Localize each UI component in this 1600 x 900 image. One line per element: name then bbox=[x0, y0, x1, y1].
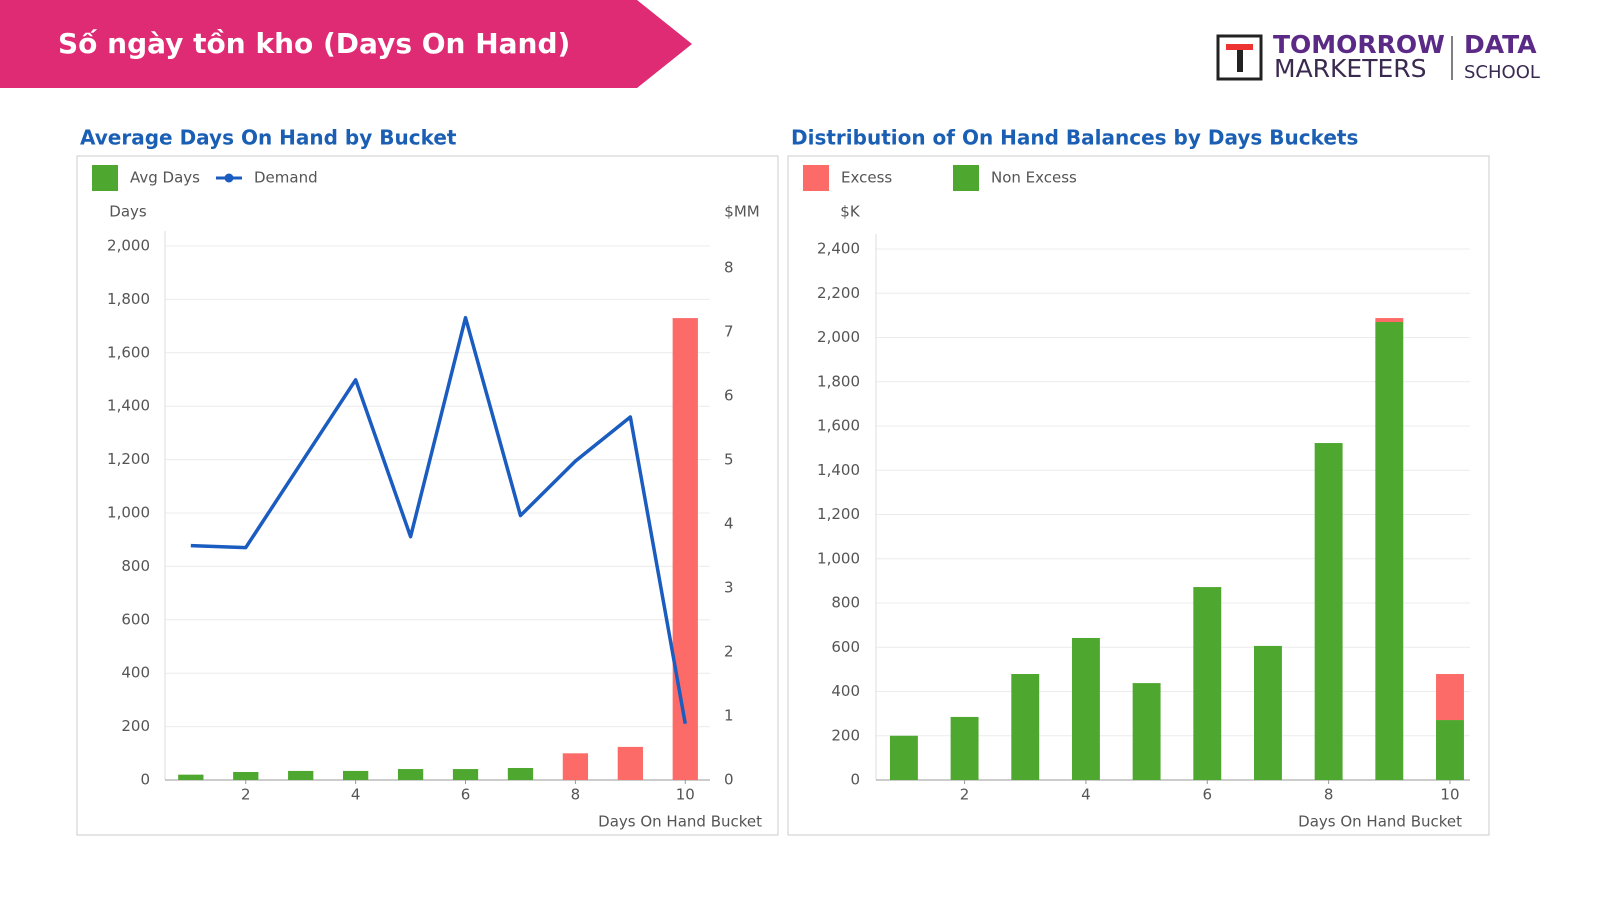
x-tick-label: 6 bbox=[1203, 786, 1213, 804]
x-tick-label: 6 bbox=[461, 786, 471, 804]
bar bbox=[233, 771, 259, 780]
y-tick-label: 1,400 bbox=[107, 397, 150, 415]
y-tick-label: 800 bbox=[121, 557, 150, 575]
y-tick-label: 2,000 bbox=[817, 328, 860, 346]
logo-text: SCHOOL bbox=[1464, 62, 1540, 83]
chart-panel bbox=[787, 155, 1490, 836]
x-tick-label: 2 bbox=[960, 786, 970, 804]
y-tick-label: 1,000 bbox=[817, 549, 860, 567]
x-tick-label: 8 bbox=[1324, 786, 1334, 804]
y2-tick-label: 2 bbox=[724, 642, 734, 660]
y-tick-label: 0 bbox=[850, 771, 860, 789]
header-title: Số ngày tồn kho (Days On Hand) bbox=[58, 27, 570, 60]
legend-dot bbox=[224, 173, 234, 183]
y-tick-label: 1,600 bbox=[107, 343, 150, 361]
y-axis-title: Days bbox=[109, 203, 147, 221]
y-tick-label: 1,200 bbox=[107, 450, 150, 468]
bar-segment bbox=[1011, 674, 1040, 780]
x-axis-title: Days On Hand Bucket bbox=[598, 813, 762, 831]
bar-segment bbox=[1436, 674, 1464, 721]
legend-swatch bbox=[803, 165, 829, 191]
y2-axis-title: $MM bbox=[724, 203, 759, 221]
y-tick-label: 600 bbox=[831, 638, 860, 656]
y-axis-title: $K bbox=[840, 203, 861, 221]
x-tick-label: 10 bbox=[676, 786, 695, 804]
bar bbox=[288, 770, 314, 780]
bar-segment bbox=[1436, 720, 1464, 780]
logo-icon bbox=[1226, 44, 1253, 50]
bar-segment bbox=[1375, 318, 1404, 323]
bar-segment bbox=[889, 735, 918, 780]
y-tick-label: 200 bbox=[121, 717, 150, 735]
legend-label: Avg Days bbox=[130, 169, 200, 187]
y-tick-label: 1,000 bbox=[107, 504, 150, 522]
bar-segment bbox=[1254, 645, 1282, 780]
bar bbox=[507, 767, 534, 780]
legend-label: Excess bbox=[841, 169, 892, 187]
bar-segment bbox=[950, 716, 979, 780]
legend-swatch bbox=[953, 165, 979, 191]
bar-segment bbox=[1193, 587, 1222, 780]
bar bbox=[343, 770, 369, 780]
y2-tick-label: 6 bbox=[724, 386, 734, 404]
y-tick-label: 1,400 bbox=[817, 461, 860, 479]
y2-tick-label: 5 bbox=[724, 450, 734, 468]
y2-tick-label: 7 bbox=[724, 322, 734, 340]
demand-line bbox=[190, 315, 687, 724]
bar-segment bbox=[1314, 443, 1343, 780]
y-tick-label: 600 bbox=[121, 610, 150, 628]
y-tick-label: 1,800 bbox=[817, 372, 860, 390]
legend-swatch bbox=[92, 165, 118, 191]
bar bbox=[178, 774, 204, 780]
x-axis-title: Days On Hand Bucket bbox=[1298, 813, 1462, 831]
y-tick-label: 400 bbox=[831, 682, 860, 700]
y2-tick-label: 3 bbox=[724, 578, 734, 596]
y-tick-label: 2,000 bbox=[107, 237, 150, 255]
x-tick-label: 8 bbox=[571, 786, 581, 804]
x-tick-label: 4 bbox=[1081, 786, 1091, 804]
logo-icon bbox=[1237, 50, 1243, 72]
y-tick-label: 1,200 bbox=[817, 505, 860, 523]
x-tick-label: 10 bbox=[1440, 786, 1459, 804]
bar bbox=[397, 769, 424, 780]
y2-tick-label: 1 bbox=[724, 706, 734, 724]
bar bbox=[672, 318, 698, 780]
y2-tick-label: 8 bbox=[724, 258, 734, 276]
y2-tick-label: 0 bbox=[724, 771, 734, 789]
y-tick-label: 1,600 bbox=[817, 417, 860, 435]
logo-text: MARKETERS bbox=[1274, 54, 1427, 83]
y-tick-label: 400 bbox=[121, 664, 150, 682]
bar bbox=[617, 746, 643, 780]
bar-segment bbox=[1375, 322, 1404, 780]
chart-title: Average Days On Hand by Bucket bbox=[80, 126, 457, 150]
bar-segment bbox=[1132, 683, 1161, 780]
y-tick-label: 0 bbox=[140, 771, 150, 789]
x-tick-label: 4 bbox=[351, 786, 361, 804]
bar bbox=[452, 769, 479, 780]
chart-panel bbox=[76, 155, 779, 836]
y-tick-label: 2,200 bbox=[817, 284, 860, 302]
y2-tick-label: 4 bbox=[724, 514, 734, 532]
header-banner bbox=[0, 0, 692, 88]
logo-icon bbox=[1216, 34, 1263, 81]
legend-label: Non Excess bbox=[991, 169, 1077, 187]
bar-segment bbox=[1071, 637, 1100, 780]
y-tick-label: 2,400 bbox=[817, 240, 860, 258]
legend-label: Demand bbox=[254, 169, 318, 187]
y-tick-label: 200 bbox=[831, 726, 860, 744]
logo-text: DATA bbox=[1464, 30, 1537, 59]
x-tick-label: 2 bbox=[241, 786, 251, 804]
y-tick-label: 1,800 bbox=[107, 290, 150, 308]
logo-text: TOMORROW bbox=[1273, 30, 1445, 59]
y-tick-label: 800 bbox=[831, 594, 860, 612]
bar bbox=[562, 753, 589, 780]
chart-title: Distribution of On Hand Balances by Days… bbox=[791, 126, 1358, 150]
